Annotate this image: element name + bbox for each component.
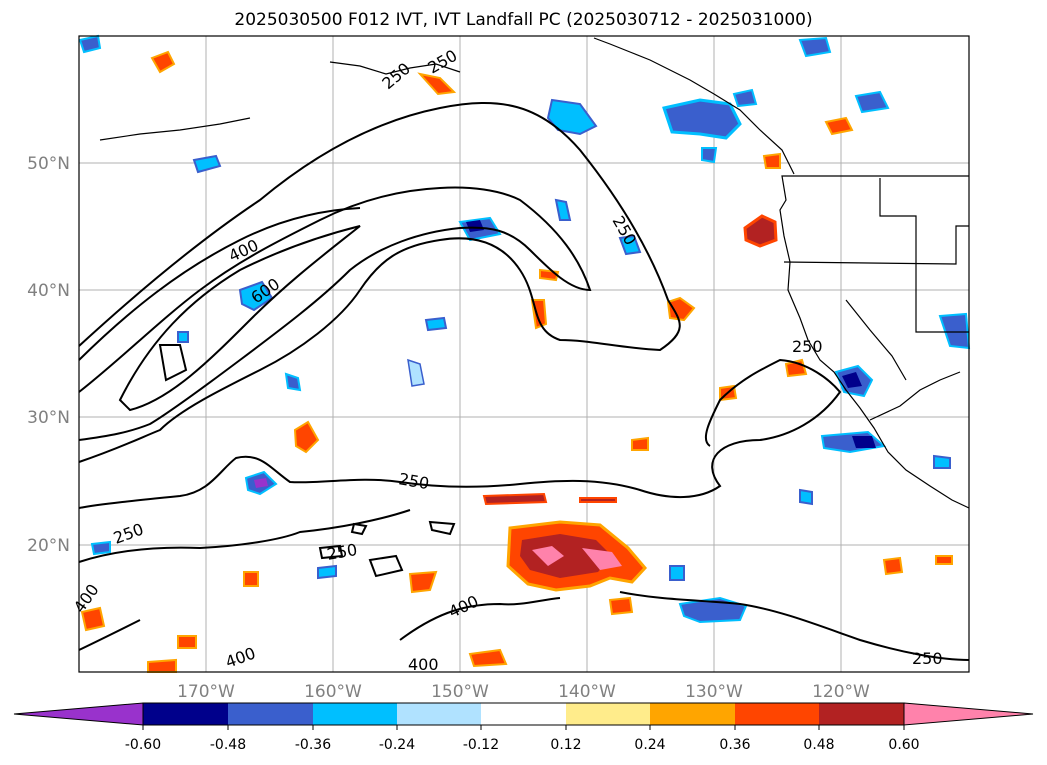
lon-label: 160°W [304, 682, 362, 702]
colorbar-swatch [143, 703, 228, 725]
lat-axis: 50°N 40°N 30°N 20°N [27, 154, 70, 556]
lat-label: 20°N [27, 536, 70, 556]
map-panel: 250 250 250 250 250 250 250 250 400 400 … [70, 34, 971, 674]
colorbar-tick-label: 0.60 [888, 737, 919, 753]
map-title: 2025030500 F012 IVT, IVT Landfall PC (20… [234, 10, 813, 30]
colorbar-swatch [397, 703, 481, 725]
pc-positive-patches [80, 50, 953, 673]
colorbar-swatch [228, 703, 313, 725]
lat-label: 50°N [27, 154, 70, 174]
colorbar-tick-label: 0.48 [803, 737, 834, 753]
contour-label: 400 [408, 655, 439, 674]
lon-label: 150°W [431, 682, 489, 702]
colorbar-tick-label: 0.24 [634, 737, 665, 753]
lat-label: 30°N [27, 408, 70, 428]
lat-label: 40°N [27, 281, 70, 301]
colorbar-tick-label: -0.36 [295, 737, 331, 753]
colorbar-swatch [566, 703, 650, 725]
colorbar-swatch [481, 703, 566, 725]
colorbar-swatch [313, 703, 397, 725]
colorbar-swatch [650, 703, 735, 725]
colorbar-extend-low [13, 702, 144, 726]
map-border [78, 35, 970, 673]
ivt-contours [78, 102, 970, 661]
colorbar: -0.60 -0.48 -0.36 -0.24 -0.12 0.12 0.24 … [13, 702, 1034, 753]
colorbar-tick-label: -0.24 [379, 737, 415, 753]
colorbar-tick-label: -0.60 [125, 737, 161, 753]
colorbar-tick-label: -0.12 [463, 737, 499, 753]
lon-label: 120°W [812, 682, 870, 702]
coastlines [99, 37, 970, 509]
colorbar-swatch [735, 703, 819, 725]
contour-label: 250 [912, 649, 943, 668]
colorbar-tick-label: 0.12 [550, 737, 581, 753]
pc-negative-patches [78, 34, 971, 624]
contour-label: 250 [792, 337, 823, 356]
colorbar-tick-label: 0.36 [719, 737, 750, 753]
colorbar-tick-label: -0.48 [210, 737, 246, 753]
colorbar-swatch [819, 703, 904, 725]
lon-label: 140°W [558, 682, 616, 702]
lon-axis: 170°W 160°W 150°W 140°W 130°W 120°W [177, 682, 870, 702]
lon-label: 130°W [685, 682, 743, 702]
colorbar-extend-high [903, 702, 1034, 726]
lon-label: 170°W [177, 682, 235, 702]
